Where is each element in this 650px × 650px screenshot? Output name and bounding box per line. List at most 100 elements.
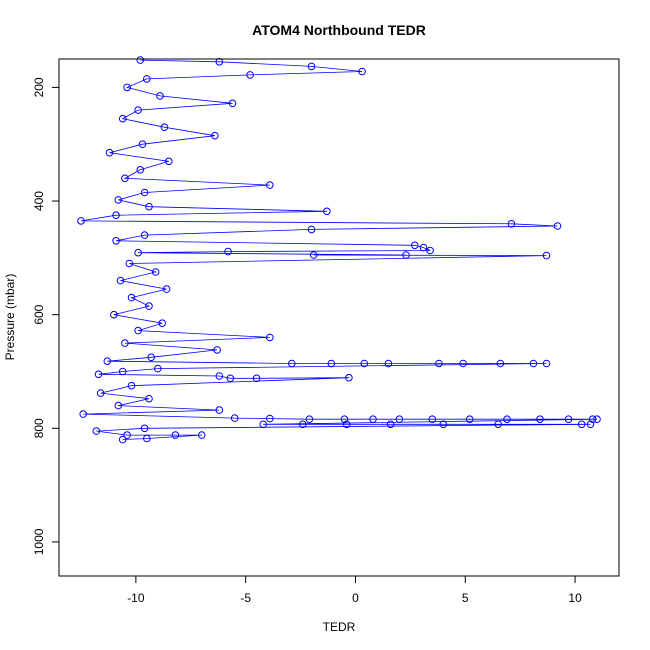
data-point: [323, 207, 331, 216]
x-tick-label: 5: [462, 591, 469, 605]
data-point: [288, 359, 296, 368]
data-point: [140, 231, 149, 239]
data-point: [211, 131, 219, 140]
data-point: [360, 359, 369, 368]
data-point: [228, 99, 237, 108]
y-tick-label: 800: [32, 418, 46, 438]
x-tick-label: 10: [568, 591, 582, 605]
data-point: [140, 188, 149, 197]
data-point: [143, 75, 151, 83]
data-point: [134, 248, 142, 257]
data-point: [116, 276, 125, 285]
x-tick-label: -5: [240, 591, 251, 605]
data-point: [123, 83, 131, 92]
data-point: [564, 415, 573, 424]
data-point: [145, 202, 153, 211]
data-point: [215, 406, 224, 414]
data-point: [171, 431, 180, 439]
data-point: [542, 359, 551, 368]
data-point: [577, 420, 586, 429]
data-point: [118, 114, 127, 123]
data-point: [114, 196, 123, 204]
data-point: [92, 427, 101, 435]
data-point: [230, 414, 239, 422]
data-point: [588, 415, 597, 424]
data-point: [121, 174, 129, 183]
data-point: [542, 251, 551, 260]
data-point: [266, 181, 274, 189]
data-point: [224, 247, 232, 256]
data-point: [402, 251, 410, 259]
data-point: [140, 424, 149, 433]
data-point: [266, 333, 274, 342]
data-point: [307, 62, 316, 71]
y-axis-label: Pressure (mbar): [3, 274, 17, 361]
data-point: [593, 415, 601, 424]
data-point: [428, 415, 437, 424]
data-point: [147, 353, 155, 362]
y-tick-label: 1000: [32, 528, 46, 555]
data-point: [226, 374, 235, 383]
x-tick-label: 0: [352, 591, 359, 605]
data-point: [384, 359, 393, 368]
data-point: [125, 259, 134, 268]
data-point: [96, 389, 105, 397]
data-point: [158, 319, 166, 328]
data-point: [369, 415, 377, 424]
data-point: [110, 310, 118, 319]
data-point: [127, 381, 136, 390]
data-point: [160, 123, 169, 131]
x-tick-label: -10: [127, 591, 145, 605]
data-point: [358, 67, 366, 76]
data-point: [586, 420, 595, 429]
data-point: [340, 415, 349, 424]
data-point: [121, 339, 129, 347]
data-point: [503, 415, 511, 424]
data-point: [138, 140, 147, 148]
data-point: [307, 225, 316, 234]
data-point: [459, 359, 467, 368]
data-point: [411, 241, 419, 250]
data-point: [266, 414, 274, 423]
axes-layer: -10 -5 0 5 10 200 400 600 800 1000: [32, 77, 582, 605]
data-point: [114, 401, 123, 410]
data-point: [127, 293, 136, 302]
data-point: [259, 420, 268, 429]
chart-title: ATOM4 Northbound TEDR: [252, 22, 426, 38]
data-point: [197, 431, 206, 439]
data-point: [345, 373, 353, 382]
data-point: [145, 394, 153, 403]
data-point: [553, 222, 562, 230]
data-point: [165, 157, 173, 166]
data-point: [252, 374, 261, 383]
data-point: [112, 237, 120, 245]
data-point: [118, 435, 127, 444]
data-point: [145, 302, 153, 310]
data-point: [143, 434, 151, 443]
data-point: [494, 420, 503, 429]
data-point: [213, 346, 221, 354]
data-point: [305, 415, 314, 424]
y-tick-label: 200: [32, 77, 46, 97]
data-point: [439, 420, 448, 429]
y-tick-label: 400: [32, 191, 46, 211]
data-point: [118, 367, 127, 376]
data-point: [465, 415, 474, 424]
data-point: [151, 268, 160, 276]
data-point: [134, 106, 142, 114]
data-point: [246, 71, 254, 79]
data-point: [215, 372, 224, 380]
data-point: [136, 166, 145, 174]
data-point: [386, 420, 395, 429]
data-point: [309, 251, 318, 259]
data-point: [105, 148, 114, 157]
data-point: [342, 420, 351, 429]
data-point: [419, 243, 428, 252]
data-point: [94, 370, 103, 379]
data-layer: [77, 56, 601, 444]
data-point: [77, 217, 85, 225]
data-point: [156, 92, 164, 100]
data-point: [426, 246, 434, 255]
